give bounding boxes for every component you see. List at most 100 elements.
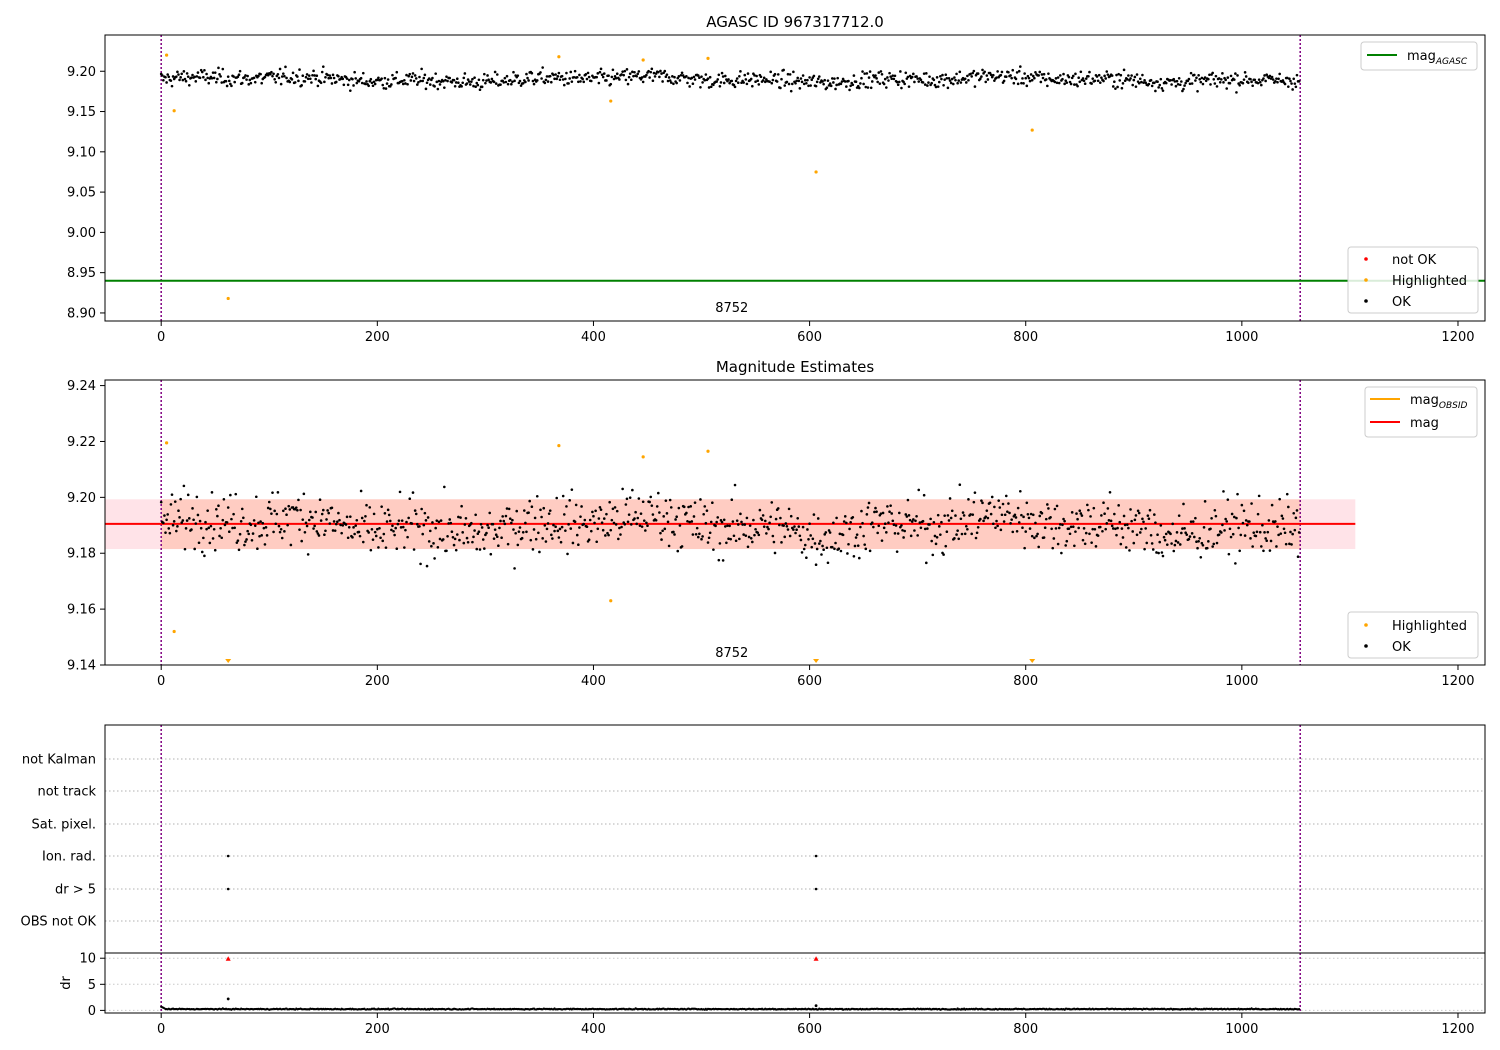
agasc-ok-point bbox=[1182, 87, 1185, 91]
agasc-ok-point bbox=[382, 86, 386, 90]
agasc-ok-point bbox=[1054, 77, 1058, 80]
estimates-ok-point bbox=[837, 547, 841, 551]
estimates-ok-point bbox=[277, 524, 281, 528]
estimates-ok-point bbox=[380, 505, 383, 508]
estimates-ok-point bbox=[198, 519, 202, 523]
estimates-ok-point bbox=[1290, 543, 1293, 546]
agasc-ok-point bbox=[169, 79, 173, 82]
estimates-ok-point bbox=[1285, 492, 1289, 496]
estimates-ok-point bbox=[173, 500, 177, 503]
agasc-ok-point bbox=[609, 82, 613, 86]
agasc-ok-point bbox=[685, 74, 688, 78]
estimates-ok-point bbox=[839, 549, 843, 553]
estimates-ok-point bbox=[182, 484, 186, 488]
estimates-ok-point bbox=[1242, 509, 1246, 513]
agasc-ok-point bbox=[1059, 74, 1062, 77]
agasc-ok-point bbox=[903, 82, 906, 86]
agasc-ok-point bbox=[486, 74, 489, 77]
estimates-ok-point bbox=[1283, 531, 1287, 535]
estimates-ok-point bbox=[649, 495, 653, 499]
estimates-ok-point bbox=[164, 531, 167, 534]
estimates-ok-point bbox=[834, 541, 837, 545]
estimates-ok-point bbox=[1195, 540, 1198, 544]
agasc-ok-point bbox=[1110, 74, 1114, 77]
estimates-plot-frame bbox=[104, 379, 1486, 666]
estimates-ok-point bbox=[377, 546, 380, 549]
estimates-ok-point bbox=[535, 494, 539, 498]
estimates-ok-point bbox=[595, 540, 598, 544]
agasc-highlighted-point bbox=[1030, 128, 1034, 132]
estimates-ok-point bbox=[828, 531, 832, 534]
estimates-ok-point bbox=[821, 544, 824, 548]
estimates-ok-point bbox=[1009, 522, 1012, 525]
agasc-ok-point bbox=[472, 84, 475, 88]
agasc-ok-point bbox=[421, 79, 425, 83]
estimates-ok-point bbox=[1121, 536, 1125, 539]
estimates-ok-point bbox=[1087, 508, 1090, 512]
agasc-ok-point bbox=[471, 77, 474, 81]
estimates-ok-point bbox=[722, 518, 726, 522]
agasc-ok-point bbox=[230, 84, 233, 88]
agasc-ok-point bbox=[584, 73, 588, 76]
agasc-ok-point bbox=[411, 72, 415, 75]
agasc-ok-point bbox=[773, 72, 777, 76]
agasc-ok-point bbox=[1253, 78, 1257, 82]
estimates-ok-point bbox=[735, 519, 739, 522]
agasc-ok-point bbox=[757, 83, 761, 86]
agasc-ok-point bbox=[832, 81, 835, 84]
estimates-ok-point bbox=[376, 527, 379, 531]
estimates-ok-point bbox=[665, 512, 669, 515]
estimates-ok-point bbox=[686, 519, 689, 523]
estimates-ok-point bbox=[792, 528, 795, 531]
agasc-highlighted-point bbox=[609, 99, 613, 103]
estimates-ok-point bbox=[1157, 551, 1160, 555]
dr-outlier-point bbox=[226, 997, 230, 1001]
estimates-ok-point bbox=[625, 497, 629, 501]
estimates-ok-point bbox=[646, 524, 649, 528]
estimates-ok-point bbox=[512, 528, 515, 531]
estimates-ok-point bbox=[715, 520, 718, 524]
estimates-ok-point bbox=[239, 519, 243, 523]
estimates-ok-point bbox=[1118, 520, 1122, 524]
estimates-ok-point bbox=[619, 533, 622, 536]
estimates-ok-point bbox=[1165, 543, 1169, 546]
agasc-ok-point bbox=[1243, 71, 1247, 74]
estimates-ok-point bbox=[950, 509, 954, 513]
agasc-ok-point bbox=[245, 78, 248, 81]
estimates-ok-point bbox=[314, 510, 318, 514]
estimates-ok-point bbox=[324, 529, 327, 533]
agasc-ok-point bbox=[587, 75, 591, 79]
agasc-ok-point bbox=[581, 77, 584, 81]
agasc-ok-point bbox=[921, 81, 925, 84]
agasc-ok-point bbox=[419, 79, 422, 83]
estimates-ok-point bbox=[862, 534, 865, 538]
estimates-ok-point bbox=[801, 525, 805, 529]
estimates-ok-point bbox=[979, 517, 982, 521]
agasc-ok-point bbox=[966, 74, 969, 78]
agasc-ok-point bbox=[1038, 70, 1042, 74]
agasc-ok-point bbox=[653, 75, 657, 78]
estimates-ok-point bbox=[302, 492, 306, 496]
estimates-ok-point bbox=[600, 521, 604, 524]
estimates-ok-point bbox=[244, 540, 247, 543]
estimates-ok-point bbox=[758, 508, 762, 512]
estimates-ok-point bbox=[556, 529, 560, 533]
estimates-ok-point bbox=[297, 498, 300, 502]
estimates-ok-point bbox=[503, 522, 507, 526]
estimates-ok-point bbox=[1264, 537, 1267, 540]
agasc-ok-point bbox=[912, 72, 915, 76]
estimates-ok-point bbox=[216, 514, 219, 518]
agasc-ok-point bbox=[183, 77, 187, 81]
agasc-ok-point bbox=[815, 80, 819, 84]
agasc-ok-point bbox=[480, 85, 484, 89]
agasc-ok-point bbox=[693, 78, 697, 81]
agasc-ok-point bbox=[423, 73, 427, 77]
estimates-ok-point bbox=[313, 524, 316, 528]
estimates-ok-point bbox=[814, 563, 818, 567]
agasc-ok-point bbox=[1022, 82, 1025, 85]
agasc-ok-point bbox=[1084, 77, 1088, 80]
estimates-ytick-label: 9.22 bbox=[67, 435, 96, 450]
agasc-ok-point bbox=[1224, 78, 1227, 82]
estimates-ok-point bbox=[294, 506, 298, 509]
